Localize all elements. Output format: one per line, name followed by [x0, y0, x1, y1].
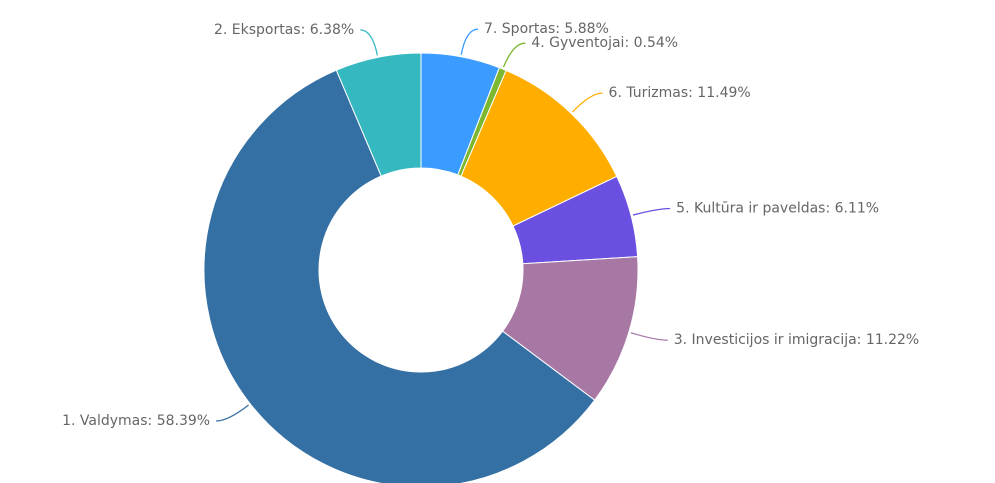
data-label: 2. Eksportas: 6.38%: [214, 22, 354, 38]
leader-line: [572, 92, 603, 113]
leader-line: [630, 332, 668, 341]
data-label: 4. Gyventojai: 0.54%: [531, 35, 678, 51]
leader-line: [632, 207, 671, 216]
data-label: 7. Sportas: 5.88%: [484, 21, 609, 37]
leader-line: [502, 42, 526, 68]
leader-line: [360, 29, 379, 56]
data-label: 5. Kultūra ir paveldas: 6.11%: [676, 201, 879, 217]
data-label: 1. Valdymas: 58.39%: [62, 413, 210, 429]
leader-line: [460, 28, 479, 55]
data-label: 3. Investicijos ir imigracija: 11.22%: [674, 332, 920, 348]
slice: [203, 69, 596, 483]
data-label: 6. Turizmas: 11.49%: [609, 85, 751, 101]
leader-line: [216, 404, 249, 422]
slice: [335, 52, 422, 177]
